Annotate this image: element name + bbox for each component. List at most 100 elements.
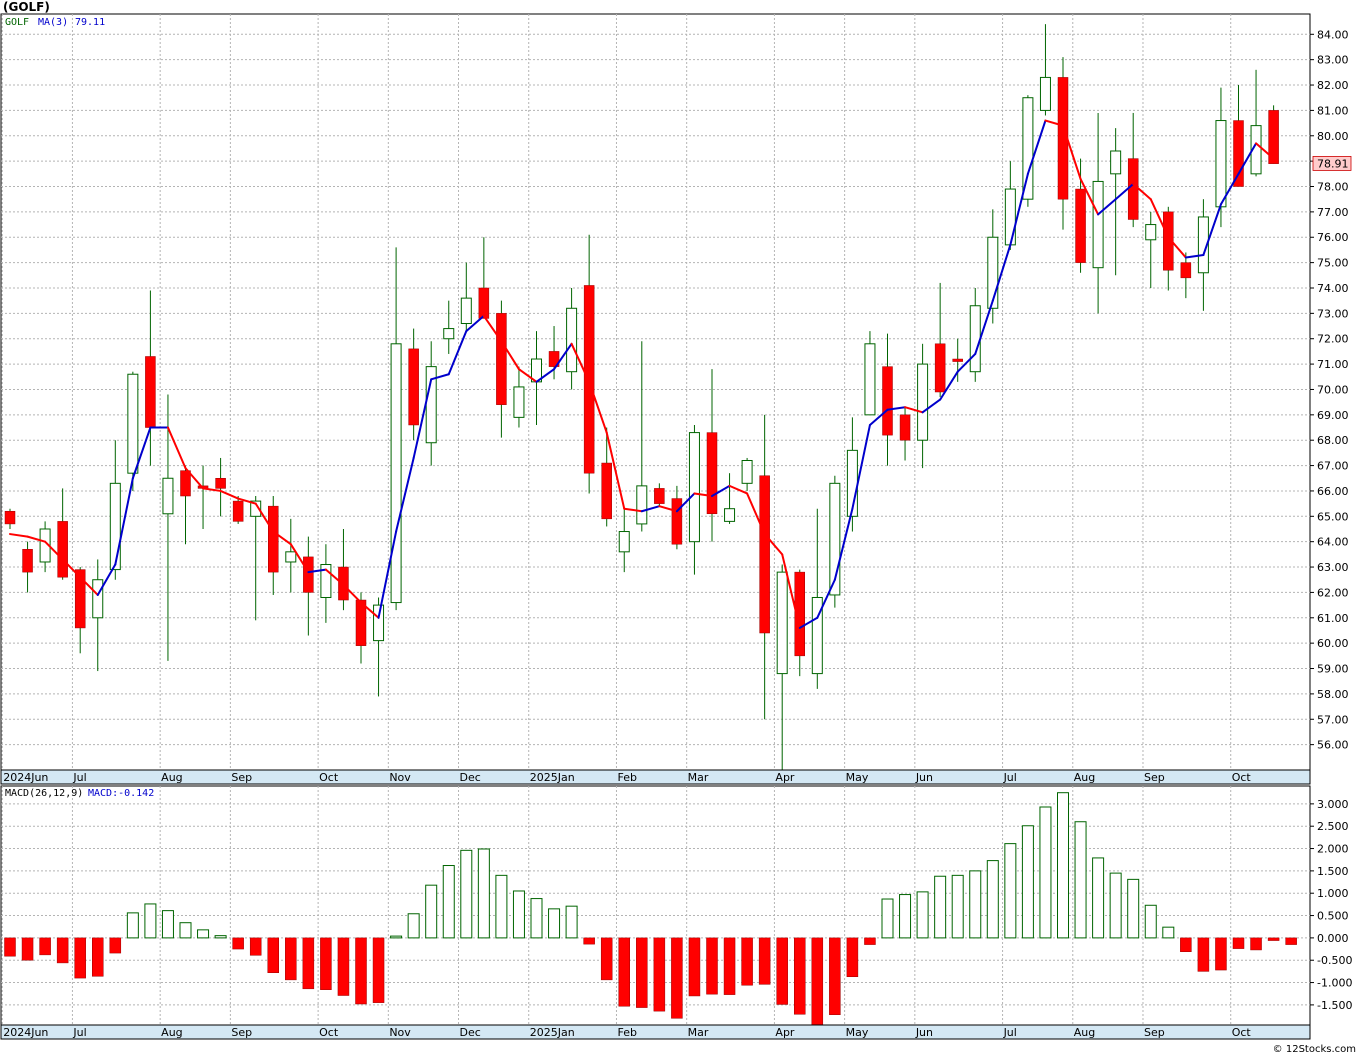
macd-bar-positive <box>916 891 929 939</box>
down-candle <box>601 427 612 527</box>
macd-bar-negative <box>1232 937 1245 949</box>
up-candle <box>776 564 788 770</box>
macd-bar-negative <box>1197 937 1210 972</box>
site-credit: © 12Stocks.com <box>1273 1044 1356 1055</box>
candle-body <box>829 482 841 596</box>
candle-body <box>250 500 262 517</box>
macd-month-label: Jul <box>1003 1026 1017 1039</box>
ma3-segment <box>781 553 801 629</box>
price-tick-label: 70.00 <box>1317 383 1349 396</box>
ma3-segment <box>254 502 275 533</box>
candle-body <box>1215 120 1227 208</box>
macd-panel: -1.500 -1.000 -0.500 0.000 0.500 1.000 1.500 2.… <box>0 785 1352 1040</box>
ma3-segment <box>675 492 696 513</box>
down-candle <box>303 536 314 636</box>
ma3-segment <box>886 406 907 411</box>
macd-tick-label: 0.000 <box>1317 932 1349 945</box>
up-candle <box>92 559 104 672</box>
candle-body <box>1039 76 1051 111</box>
candle-body <box>934 343 946 393</box>
up-candle <box>1039 24 1051 116</box>
price-month-labels: 2024Jun Jul Aug Sep Oct Nov Dec 2025Jan Feb Mar Ap… <box>3 771 1251 784</box>
up-candle <box>513 366 525 428</box>
macd-bar-negative <box>267 937 279 973</box>
down-candle <box>899 407 911 461</box>
candle-body <box>671 498 683 545</box>
down-candle <box>671 485 683 550</box>
ma3-segment <box>1202 203 1222 257</box>
macd-axis: -1.500 -1.000 -0.500 0.000 0.500 1.000 1.500 2.… <box>1310 798 1352 1012</box>
price-tick-label: 67.00 <box>1317 460 1349 473</box>
ma3-segment <box>1079 177 1100 216</box>
up-candle <box>864 331 876 416</box>
macd-tick-label: -0.500 <box>1317 954 1352 967</box>
macd-bar-positive <box>512 890 525 939</box>
ma3-segment <box>693 492 713 498</box>
ma3-segment <box>342 583 362 604</box>
price-tick-label: 60.00 <box>1317 637 1349 650</box>
down-candle <box>232 496 244 524</box>
up-candle <box>162 394 174 661</box>
price-month-label: Aug <box>161 771 182 784</box>
candle-body <box>688 432 700 543</box>
ma3-segment <box>570 342 591 383</box>
ma3-segment <box>96 563 117 596</box>
down-candle <box>706 369 718 542</box>
ma3-segment <box>360 601 380 619</box>
macd-tick-label: -1.500 <box>1317 999 1352 1012</box>
candle-body <box>1233 120 1244 187</box>
ma3-segment <box>482 314 503 343</box>
price-month-label: Oct <box>1232 771 1252 784</box>
candle-body <box>882 366 893 436</box>
ma3-segment <box>307 568 327 574</box>
price-tick-label: 72.00 <box>1317 333 1349 346</box>
macd-bar-positive <box>881 898 894 939</box>
price-tick-label: 64.00 <box>1317 536 1349 549</box>
up-candle <box>1250 69 1262 177</box>
macd-bar-positive <box>1039 806 1052 939</box>
down-candle <box>4 508 16 529</box>
candle-body <box>1127 158 1139 220</box>
candle-body <box>57 521 68 578</box>
price-month-label: Aug <box>1074 771 1095 784</box>
macd-bar-negative <box>636 937 648 1008</box>
price-month-label: 2024Jun <box>3 771 48 784</box>
ma3-segment <box>974 299 994 355</box>
macd-bar-negative <box>39 937 51 956</box>
candle-body <box>583 285 595 474</box>
candle-body <box>1092 180 1104 269</box>
ma3-segment <box>500 340 520 371</box>
ma3-segment <box>640 505 661 513</box>
ma3-segment <box>430 373 450 381</box>
macd-month-label: Oct <box>1232 1026 1252 1039</box>
candle-body <box>232 500 244 522</box>
macd-bar-negative <box>1267 937 1280 941</box>
macd-tick-label: 1.500 <box>1317 865 1349 878</box>
price-tick-label: 69.00 <box>1317 409 1349 422</box>
down-candle <box>934 282 946 398</box>
macd-bar-positive <box>1127 878 1140 939</box>
candle-body <box>513 386 525 418</box>
price-tick-label: 61.00 <box>1317 612 1349 625</box>
ma3-segment <box>588 380 608 434</box>
down-candle <box>882 333 893 466</box>
ma3-segment <box>868 408 889 426</box>
price-panel-frame <box>0 13 1311 771</box>
up-candle <box>724 473 736 524</box>
ma3-segment <box>816 578 836 619</box>
down-candle <box>952 338 963 382</box>
macd-tick-label: 1.000 <box>1317 887 1349 900</box>
macd-bar-negative <box>829 937 841 1015</box>
ma3-segment <box>465 314 485 333</box>
macd-bar-negative <box>723 937 736 995</box>
macd-bar-positive <box>477 848 490 939</box>
macd-bar-positive <box>460 849 473 939</box>
macd-bar-positive <box>495 874 508 939</box>
up-candle <box>127 371 139 491</box>
macd-bar-positive <box>442 865 455 939</box>
candle-body <box>496 313 507 405</box>
macd-bar-negative <box>583 937 595 945</box>
macd-bar-negative <box>302 937 315 990</box>
up-candle <box>250 496 262 621</box>
macd-bar-positive <box>407 913 420 939</box>
